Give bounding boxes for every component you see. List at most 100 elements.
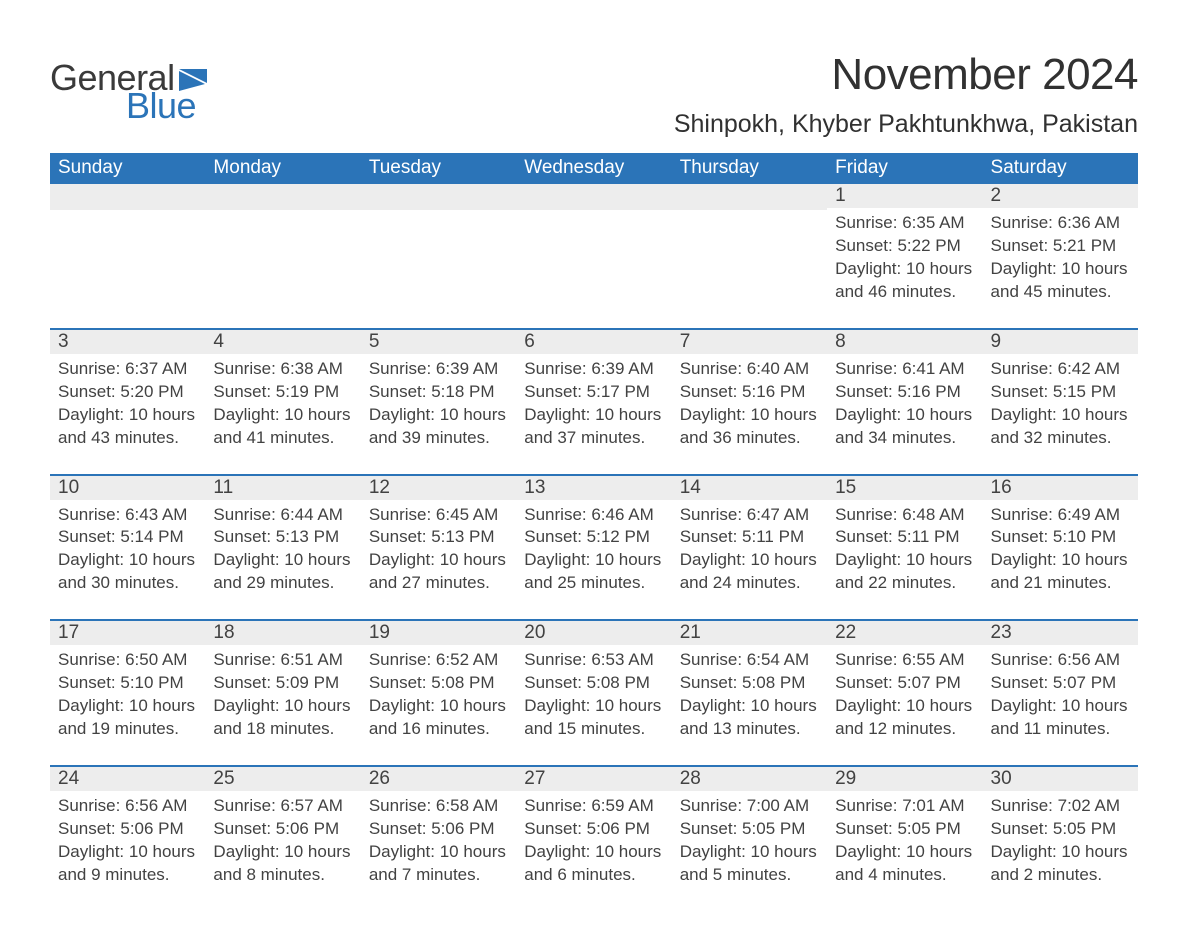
sunrise-text: Sunrise: 6:50 AM bbox=[58, 649, 197, 672]
day-number-band: 22 bbox=[827, 621, 982, 645]
daylight-text: Daylight: 10 hours and 15 minutes. bbox=[524, 695, 663, 741]
sunrise-text: Sunrise: 6:56 AM bbox=[991, 649, 1130, 672]
sunrise-text: Sunrise: 7:01 AM bbox=[835, 795, 974, 818]
daylight-text: Daylight: 10 hours and 39 minutes. bbox=[369, 404, 508, 450]
day-details: Sunrise: 6:44 AMSunset: 5:13 PMDaylight:… bbox=[205, 500, 360, 596]
day-number: 17 bbox=[58, 622, 79, 643]
day-details: Sunrise: 6:59 AMSunset: 5:06 PMDaylight:… bbox=[516, 791, 671, 887]
day-number-band: 9 bbox=[983, 330, 1138, 354]
sunset-text: Sunset: 5:05 PM bbox=[835, 818, 974, 841]
day-details: Sunrise: 7:01 AMSunset: 5:05 PMDaylight:… bbox=[827, 791, 982, 887]
daylight-text: Daylight: 10 hours and 29 minutes. bbox=[213, 549, 352, 595]
calendar-cell: 5Sunrise: 6:39 AMSunset: 5:18 PMDaylight… bbox=[361, 330, 516, 458]
day-number: 21 bbox=[680, 622, 701, 643]
day-number: 18 bbox=[213, 622, 234, 643]
sunrise-text: Sunrise: 6:56 AM bbox=[58, 795, 197, 818]
calendar-cell bbox=[205, 184, 360, 312]
sunrise-text: Sunrise: 6:46 AM bbox=[524, 504, 663, 527]
brand-blue: Blue bbox=[126, 88, 217, 124]
day-number-band: 11 bbox=[205, 476, 360, 500]
daylight-text: Daylight: 10 hours and 2 minutes. bbox=[991, 841, 1130, 887]
calendar-week: 17Sunrise: 6:50 AMSunset: 5:10 PMDayligh… bbox=[50, 619, 1138, 749]
sunset-text: Sunset: 5:20 PM bbox=[58, 381, 197, 404]
sunset-text: Sunset: 5:16 PM bbox=[835, 381, 974, 404]
daylight-text: Daylight: 10 hours and 32 minutes. bbox=[991, 404, 1130, 450]
day-number: 8 bbox=[835, 331, 846, 352]
calendar-cell: 29Sunrise: 7:01 AMSunset: 5:05 PMDayligh… bbox=[827, 767, 982, 895]
day-details: Sunrise: 6:54 AMSunset: 5:08 PMDaylight:… bbox=[672, 645, 827, 741]
day-number: 6 bbox=[524, 331, 535, 352]
calendar-cell bbox=[672, 184, 827, 312]
daylight-text: Daylight: 10 hours and 30 minutes. bbox=[58, 549, 197, 595]
day-number-band: 15 bbox=[827, 476, 982, 500]
sunset-text: Sunset: 5:15 PM bbox=[991, 381, 1130, 404]
day-number: 25 bbox=[213, 768, 234, 789]
dow-saturday: Saturday bbox=[983, 153, 1138, 184]
sunset-text: Sunset: 5:08 PM bbox=[680, 672, 819, 695]
sunrise-text: Sunrise: 6:51 AM bbox=[213, 649, 352, 672]
sunrise-text: Sunrise: 6:48 AM bbox=[835, 504, 974, 527]
sunrise-text: Sunrise: 6:39 AM bbox=[524, 358, 663, 381]
day-details: Sunrise: 6:53 AMSunset: 5:08 PMDaylight:… bbox=[516, 645, 671, 741]
day-number: 5 bbox=[369, 331, 380, 352]
day-number: 9 bbox=[991, 331, 1002, 352]
day-number-band: 5 bbox=[361, 330, 516, 354]
day-details: Sunrise: 6:42 AMSunset: 5:15 PMDaylight:… bbox=[983, 354, 1138, 450]
sunrise-text: Sunrise: 6:43 AM bbox=[58, 504, 197, 527]
day-number: 27 bbox=[524, 768, 545, 789]
day-number: 20 bbox=[524, 622, 545, 643]
day-details: Sunrise: 6:56 AMSunset: 5:07 PMDaylight:… bbox=[983, 645, 1138, 741]
day-number-band: 30 bbox=[983, 767, 1138, 791]
calendar-cell: 24Sunrise: 6:56 AMSunset: 5:06 PMDayligh… bbox=[50, 767, 205, 895]
day-details: Sunrise: 6:35 AMSunset: 5:22 PMDaylight:… bbox=[827, 208, 982, 304]
day-number-band bbox=[672, 184, 827, 210]
day-details: Sunrise: 6:36 AMSunset: 5:21 PMDaylight:… bbox=[983, 208, 1138, 304]
sunset-text: Sunset: 5:08 PM bbox=[524, 672, 663, 695]
day-details: Sunrise: 6:39 AMSunset: 5:18 PMDaylight:… bbox=[361, 354, 516, 450]
calendar-cell: 11Sunrise: 6:44 AMSunset: 5:13 PMDayligh… bbox=[205, 476, 360, 604]
calendar-cell: 9Sunrise: 6:42 AMSunset: 5:15 PMDaylight… bbox=[983, 330, 1138, 458]
day-number-band bbox=[361, 184, 516, 210]
day-number-band: 27 bbox=[516, 767, 671, 791]
day-number: 1 bbox=[835, 185, 846, 206]
day-details: Sunrise: 6:40 AMSunset: 5:16 PMDaylight:… bbox=[672, 354, 827, 450]
day-number: 10 bbox=[58, 477, 79, 498]
daylight-text: Daylight: 10 hours and 18 minutes. bbox=[213, 695, 352, 741]
day-number-band: 8 bbox=[827, 330, 982, 354]
sunset-text: Sunset: 5:05 PM bbox=[680, 818, 819, 841]
day-number: 19 bbox=[369, 622, 390, 643]
day-number: 29 bbox=[835, 768, 856, 789]
day-number: 30 bbox=[991, 768, 1012, 789]
day-number-band: 13 bbox=[516, 476, 671, 500]
sunrise-text: Sunrise: 6:59 AM bbox=[524, 795, 663, 818]
day-number-band: 7 bbox=[672, 330, 827, 354]
sunset-text: Sunset: 5:19 PM bbox=[213, 381, 352, 404]
day-number: 15 bbox=[835, 477, 856, 498]
sunrise-text: Sunrise: 6:58 AM bbox=[369, 795, 508, 818]
day-details: Sunrise: 6:45 AMSunset: 5:13 PMDaylight:… bbox=[361, 500, 516, 596]
sunset-text: Sunset: 5:06 PM bbox=[369, 818, 508, 841]
day-number: 2 bbox=[991, 185, 1002, 206]
day-number-band: 25 bbox=[205, 767, 360, 791]
day-number-band: 16 bbox=[983, 476, 1138, 500]
page-title: November 2024 bbox=[674, 50, 1138, 100]
calendar-cell: 7Sunrise: 6:40 AMSunset: 5:16 PMDaylight… bbox=[672, 330, 827, 458]
sunset-text: Sunset: 5:13 PM bbox=[369, 526, 508, 549]
header: General Blue November 2024 Shinpokh, Khy… bbox=[50, 50, 1138, 139]
daylight-text: Daylight: 10 hours and 5 minutes. bbox=[680, 841, 819, 887]
day-number-band: 10 bbox=[50, 476, 205, 500]
sunrise-text: Sunrise: 6:54 AM bbox=[680, 649, 819, 672]
calendar-week: 3Sunrise: 6:37 AMSunset: 5:20 PMDaylight… bbox=[50, 328, 1138, 458]
day-number: 13 bbox=[524, 477, 545, 498]
day-number-band bbox=[516, 184, 671, 210]
day-number-band: 19 bbox=[361, 621, 516, 645]
sunset-text: Sunset: 5:06 PM bbox=[524, 818, 663, 841]
sunrise-text: Sunrise: 6:35 AM bbox=[835, 212, 974, 235]
daylight-text: Daylight: 10 hours and 36 minutes. bbox=[680, 404, 819, 450]
sunrise-text: Sunrise: 6:44 AM bbox=[213, 504, 352, 527]
calendar-cell: 10Sunrise: 6:43 AMSunset: 5:14 PMDayligh… bbox=[50, 476, 205, 604]
daylight-text: Daylight: 10 hours and 21 minutes. bbox=[991, 549, 1130, 595]
calendar-cell: 8Sunrise: 6:41 AMSunset: 5:16 PMDaylight… bbox=[827, 330, 982, 458]
day-number: 3 bbox=[58, 331, 69, 352]
day-number: 14 bbox=[680, 477, 701, 498]
